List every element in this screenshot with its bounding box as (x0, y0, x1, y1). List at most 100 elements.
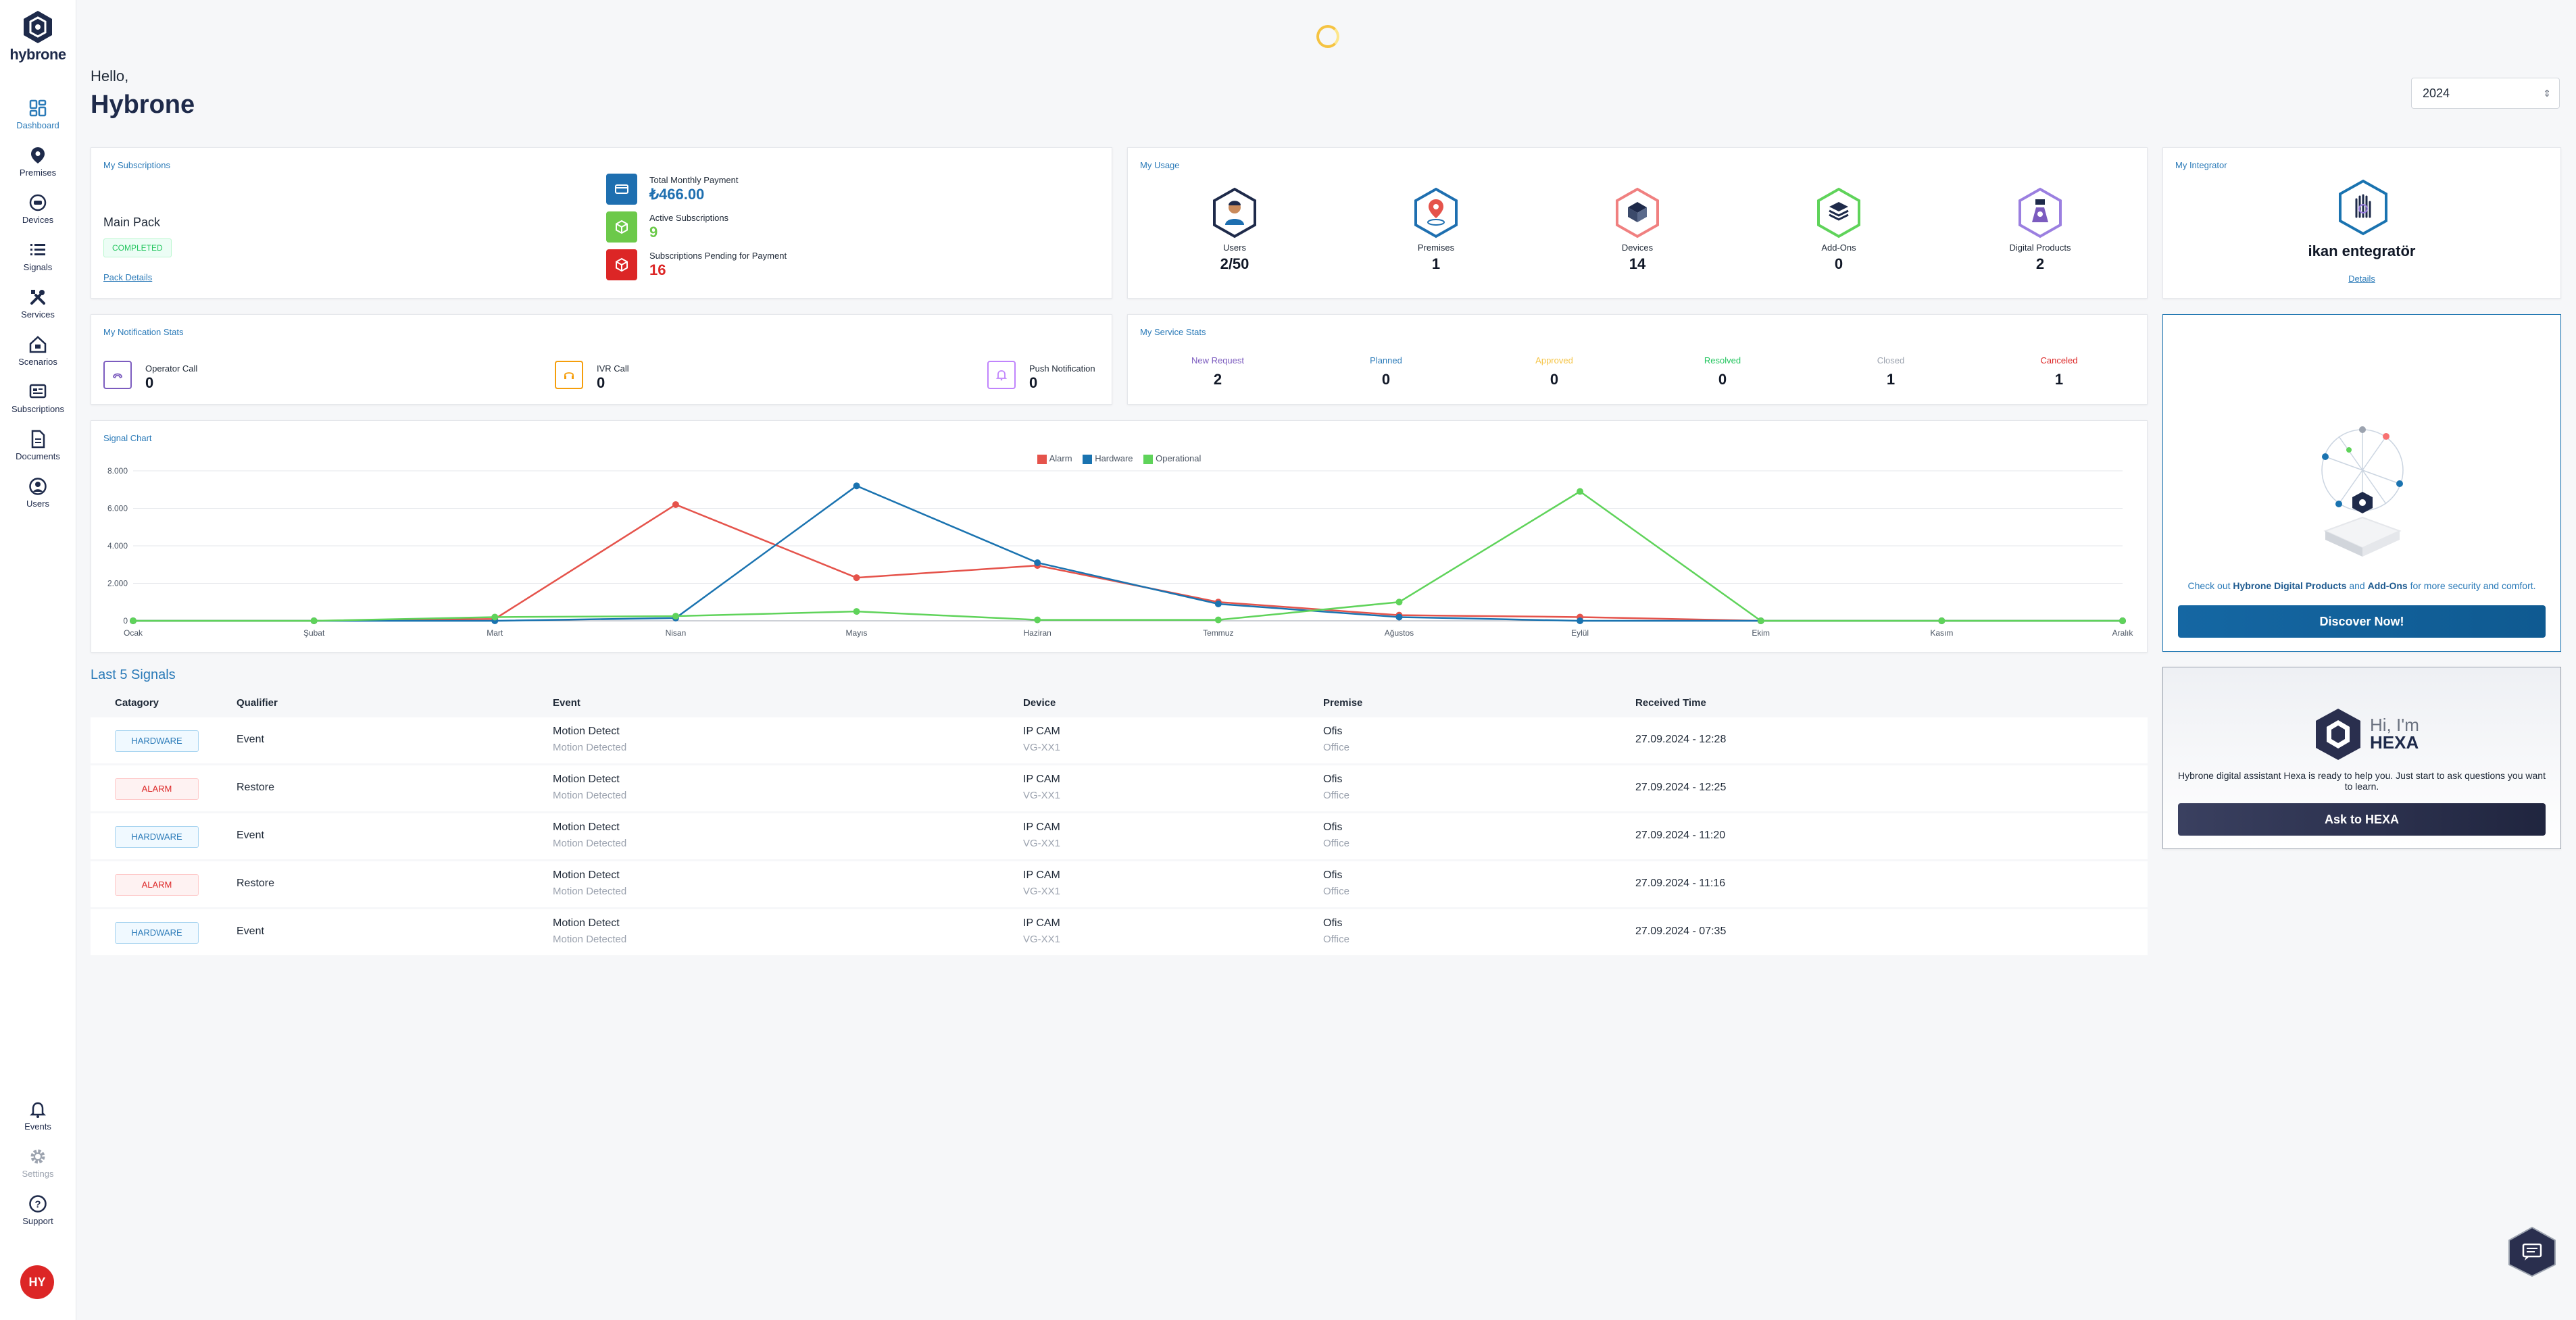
sidebar-item-settings[interactable]: Settings (0, 1147, 76, 1179)
integrator-details-link[interactable]: Details (2348, 274, 2375, 284)
table-row[interactable]: HARDWARE Event Motion Detect Motion Detecte… (91, 909, 2148, 955)
logo[interactable]: hybrone (0, 9, 76, 64)
sidebar-item-events[interactable]: Events (0, 1100, 76, 1132)
sidebar-item-support[interactable]: ? Support (0, 1194, 76, 1226)
table-row[interactable]: HARDWARE Event Motion Detect Motion Detecte… (91, 717, 2148, 763)
usage-label: Devices (1621, 243, 1654, 253)
data-point-operational (130, 617, 137, 624)
integrator-card: My Integrator ikan entegratör Details (2162, 147, 2561, 299)
ask-hexa-button[interactable]: Ask to HEXA (2178, 803, 2546, 836)
legend-swatch (1083, 454, 1093, 464)
chart-legend: Alarm Hardware Operational (91, 453, 2147, 464)
sidebar-item-label: Events (24, 1121, 51, 1132)
qualifier-cell: Event (237, 830, 264, 841)
usage-value: 1 (1431, 255, 1441, 272)
sidebar-item-subscriptions[interactable]: Subscriptions (0, 382, 76, 414)
tools-icon (30, 290, 45, 305)
logo-text: hybrone (9, 46, 66, 63)
sidebar-item-documents[interactable]: Documents (0, 430, 76, 461)
list-icon (30, 244, 45, 255)
x-tick-label: Nisan (666, 628, 687, 638)
y-tick-label: 6.000 (107, 504, 128, 513)
premise-sub-cell: Office (1323, 934, 1349, 945)
data-point-alarm (853, 574, 860, 582)
x-tick-label: Aralık (2112, 628, 2134, 638)
promo-highlight: Hybrone Digital Products (2233, 580, 2347, 591)
service-value: 1 (1886, 371, 1896, 388)
hexa-card: Hi, I'm HEXA Hybrone digital assistant He… (2162, 667, 2561, 849)
sub-value: 16 (649, 261, 666, 278)
device-icon (29, 194, 47, 211)
received-time-cell: 27.09.2024 - 11:16 (1635, 878, 1726, 889)
sidebar-item-dashboard[interactable]: Dashboard (0, 99, 76, 130)
phone-icon (103, 361, 132, 389)
sidebar-item-scenarios[interactable]: Scenarios (0, 335, 76, 367)
sidebar: hybrone Dashboard Premises Devices Signa… (0, 0, 76, 1320)
pack-details-link[interactable]: Pack Details (103, 272, 153, 282)
x-tick-label: Ağustos (1385, 628, 1414, 638)
x-tick-label: Mayıs (846, 628, 868, 638)
usage-card: My Usage Users 2/50 Premises 1 Devices 1… (1127, 147, 2148, 299)
sub-label: Total Monthly Payment (649, 175, 739, 185)
x-tick-label: Şubat (303, 628, 325, 638)
users-hex-icon (1213, 187, 1256, 238)
sidebar-item-label: Scenarios (18, 357, 57, 367)
chat-icon[interactable] (2507, 1225, 2557, 1278)
sidebar-item-label: Devices (22, 215, 54, 225)
usage-label: Digital Products (2009, 243, 2071, 253)
usage-users[interactable]: Users 2/50 (1167, 187, 1302, 273)
premise-cell: Ofis (1323, 821, 1343, 833)
package-pending-icon (606, 249, 637, 280)
sub-label: Subscriptions Pending for Payment (649, 251, 787, 261)
service-label: Canceled (2040, 355, 2078, 365)
avatar[interactable]: HY (20, 1265, 54, 1299)
table-row[interactable]: ALARM Restore Motion Detect Motion Detected… (91, 861, 2148, 907)
legend-item-alarm[interactable]: Alarm (1037, 453, 1072, 464)
usage-premises[interactable]: Premises 1 (1368, 187, 1504, 273)
hexa-name: HEXA (2370, 732, 2419, 753)
sidebar-item-label: Dashboard (16, 120, 59, 130)
card-title: My Integrator (2175, 160, 2227, 170)
sidebar-item-devices[interactable]: Devices (0, 193, 76, 225)
card-title: My Notification Stats (103, 327, 184, 337)
data-point-operational (1214, 616, 1222, 624)
legend-item-operational[interactable]: Operational (1143, 453, 1201, 464)
promo-highlight: Add-Ons (2367, 580, 2408, 591)
event-cell: Motion Detect (553, 917, 620, 929)
usage-digital-products[interactable]: Digital Products 2 (1973, 187, 2108, 273)
sidebar-item-premises[interactable]: Premises (0, 146, 76, 178)
signal-chart: 0 2.000 4.000 6.000 8.000 Ocak Şubat Mart Nisan M… (107, 466, 2134, 638)
x-tick-label: Haziran (1024, 628, 1051, 638)
sidebar-item-signals[interactable]: Signals (0, 240, 76, 272)
legend-label: Hardware (1095, 453, 1133, 463)
data-point-operational (491, 613, 499, 621)
service-label: Resolved (1704, 355, 1741, 365)
sidebar-item-users[interactable]: Users (0, 477, 76, 509)
table-row[interactable]: HARDWARE Event Motion Detect Motion Detecte… (91, 813, 2148, 859)
column-header-category: Catagory (115, 697, 159, 709)
legend-swatch (1143, 454, 1154, 464)
category-badge: ALARM (115, 778, 199, 800)
column-header-device: Device (1023, 697, 1056, 709)
y-tick-label: 2.000 (107, 579, 128, 588)
qualifier-cell: Restore (237, 782, 275, 793)
usage-devices[interactable]: Devices 14 (1570, 187, 1705, 273)
sidebar-item-services[interactable]: Services (0, 288, 76, 320)
card-title: My Service Stats (1140, 327, 1206, 337)
year-select[interactable]: 2024 ⇕ (2411, 78, 2560, 109)
legend-item-hardware[interactable]: Hardware (1083, 453, 1133, 464)
service-closed: Closed 1 (1823, 355, 1958, 388)
table-row[interactable]: ALARM Restore Motion Detect Motion Detected… (91, 765, 2148, 811)
discover-now-button[interactable]: Discover Now! (2178, 605, 2546, 638)
card-title: My Subscriptions (103, 160, 170, 170)
premise-cell: Ofis (1323, 869, 1343, 881)
gear-icon (30, 1149, 45, 1164)
received-time-cell: 27.09.2024 - 12:28 (1635, 734, 1727, 745)
bell-icon (29, 1102, 47, 1118)
event-cell: Motion Detect (553, 821, 620, 833)
received-time-cell: 27.09.2024 - 07:35 (1635, 925, 1727, 937)
sidebar-item-label: Users (26, 499, 49, 509)
usage-addons[interactable]: Add-Ons 0 (1771, 187, 1906, 273)
integrator-hex-icon (2339, 179, 2387, 236)
sidebar-item-label: Premises (19, 168, 57, 178)
